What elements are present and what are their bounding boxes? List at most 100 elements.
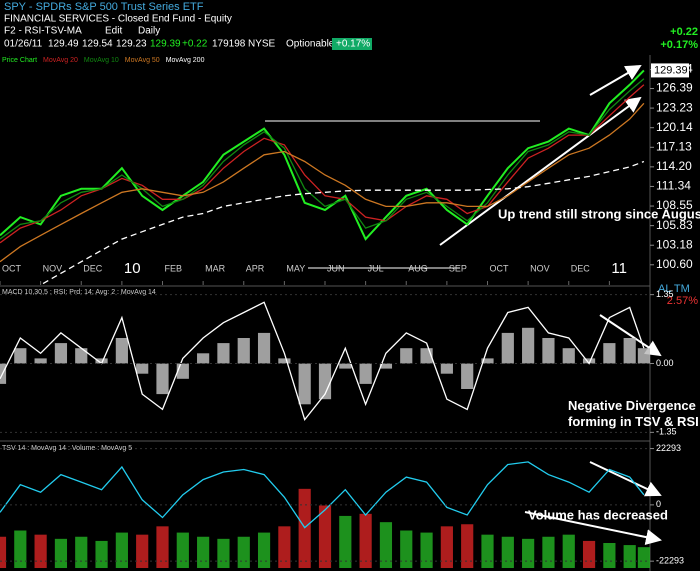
bar bbox=[637, 547, 650, 568]
bar bbox=[75, 348, 88, 364]
bar bbox=[420, 532, 433, 568]
x-tick-label: APR bbox=[246, 263, 265, 273]
quote-volume: 179198 bbox=[212, 39, 246, 50]
x-tick-label: NOV bbox=[530, 263, 550, 273]
optionable: Optionable bbox=[286, 39, 335, 50]
y-tick-label: 123.23 bbox=[656, 100, 693, 114]
y-tick-label: 1.35 bbox=[656, 289, 674, 299]
x-tick-label: MAR bbox=[205, 263, 226, 273]
bar bbox=[603, 543, 616, 568]
bar bbox=[115, 532, 128, 568]
quote-open: 129.49 bbox=[48, 39, 79, 50]
legend-entry: MovAvg 200 bbox=[166, 57, 205, 64]
bar bbox=[481, 358, 494, 364]
y-tick-label: 126.39 bbox=[656, 81, 693, 95]
side-pct: 2.57% bbox=[667, 295, 698, 307]
panel-title: TSV 14 : MovAvg 14 : Volume : MovAvg 5 bbox=[2, 445, 132, 452]
change-badge bbox=[332, 38, 372, 50]
period-select[interactable]: Daily bbox=[138, 26, 160, 37]
edit-button[interactable]: Edit bbox=[105, 26, 122, 37]
y-tick-label: 108.55 bbox=[656, 198, 693, 212]
annotation: Negative Divergence forming in TSV & RSI bbox=[568, 398, 699, 429]
bar bbox=[318, 505, 332, 568]
series-line bbox=[0, 301, 645, 421]
legend-entry: MovAvg 20 bbox=[43, 57, 78, 64]
bar bbox=[623, 338, 636, 364]
x-tick-label: AUG bbox=[408, 263, 428, 273]
x-tick-label: DEC bbox=[83, 263, 103, 273]
bar bbox=[156, 363, 169, 395]
bar bbox=[522, 327, 535, 364]
x-tick-label: JUN bbox=[327, 263, 345, 273]
y-tick-label: 117.13 bbox=[656, 139, 692, 153]
bar bbox=[54, 538, 68, 568]
bar bbox=[501, 332, 514, 364]
bar bbox=[95, 358, 108, 364]
bar bbox=[237, 338, 250, 364]
x-tick-label: FEB bbox=[165, 263, 183, 273]
bar bbox=[298, 363, 311, 405]
bar bbox=[582, 358, 596, 364]
quote-date: 01/26/11 bbox=[4, 39, 43, 50]
x-tick-label: MAY bbox=[286, 263, 305, 273]
quote-close: 129.39 bbox=[150, 39, 181, 50]
series-line bbox=[0, 102, 645, 263]
x-tick-label: DEC bbox=[571, 263, 591, 273]
x-tick-label: SEP bbox=[449, 263, 467, 273]
y-tick-label: 105.83 bbox=[656, 218, 693, 232]
series-line bbox=[39, 160, 645, 285]
y-tick-label: 0 bbox=[656, 499, 661, 509]
bar bbox=[461, 363, 474, 389]
bar bbox=[257, 532, 271, 568]
legend-entry: MovAvg 10 bbox=[84, 57, 119, 64]
bar bbox=[481, 534, 494, 568]
annotation-line: Negative Divergence bbox=[568, 398, 696, 413]
quote-high: 129.54 bbox=[82, 39, 113, 50]
last-price: 129.39 bbox=[654, 64, 688, 76]
x-tick-label: 10 bbox=[124, 260, 141, 277]
y-tick-label: 114.20 bbox=[656, 159, 692, 173]
bar bbox=[176, 532, 189, 568]
quote-low: 129.23 bbox=[116, 39, 147, 50]
trend-arrow bbox=[589, 64, 642, 96]
bar bbox=[217, 538, 230, 568]
divergence-arrow bbox=[589, 461, 662, 497]
quote-exchange: NYSE bbox=[248, 39, 276, 50]
series-line bbox=[0, 78, 645, 240]
side-change: +0.22 bbox=[670, 26, 698, 38]
layout-name[interactable]: F2 - RSI-TSV-MA bbox=[4, 26, 82, 37]
bar bbox=[14, 348, 27, 364]
series-line bbox=[0, 69, 645, 241]
bar bbox=[603, 343, 616, 364]
annotation: Up trend still strong since August 2010 bbox=[498, 206, 700, 221]
bar bbox=[278, 526, 291, 568]
annotation: Volume has decreased bbox=[528, 507, 668, 522]
legend-entry: Price Chart bbox=[2, 57, 37, 64]
bar bbox=[75, 536, 88, 568]
annotation-line: forming in TSV & RSI bbox=[568, 414, 699, 429]
sector: FINANCIAL SERVICES - Closed End Fund - E… bbox=[4, 14, 232, 25]
bar bbox=[501, 536, 514, 568]
quote-change: +0.22 bbox=[182, 39, 208, 50]
trend-arrow bbox=[439, 96, 642, 246]
bar bbox=[440, 363, 453, 374]
series-line bbox=[0, 461, 645, 529]
bar bbox=[400, 530, 413, 568]
alt-buttons[interactable]: AL TM bbox=[658, 283, 690, 295]
bar bbox=[637, 348, 650, 364]
x-tick-label: OCT bbox=[490, 263, 510, 273]
bar bbox=[582, 540, 596, 568]
bar bbox=[623, 545, 636, 568]
bar bbox=[54, 343, 68, 364]
bar bbox=[34, 534, 47, 568]
symbol-title: SPY - SPDRs S&P 500 Trust Series ETF bbox=[4, 1, 204, 13]
bar bbox=[197, 536, 210, 568]
bar bbox=[115, 338, 128, 364]
y-tick-label: 120.14 bbox=[656, 120, 693, 134]
x-tick-label: JUL bbox=[368, 263, 384, 273]
x-tick-label: 11 bbox=[611, 260, 627, 277]
y-tick-label: 22293 bbox=[656, 443, 681, 453]
bar bbox=[95, 540, 108, 568]
last-price-box bbox=[651, 63, 689, 78]
